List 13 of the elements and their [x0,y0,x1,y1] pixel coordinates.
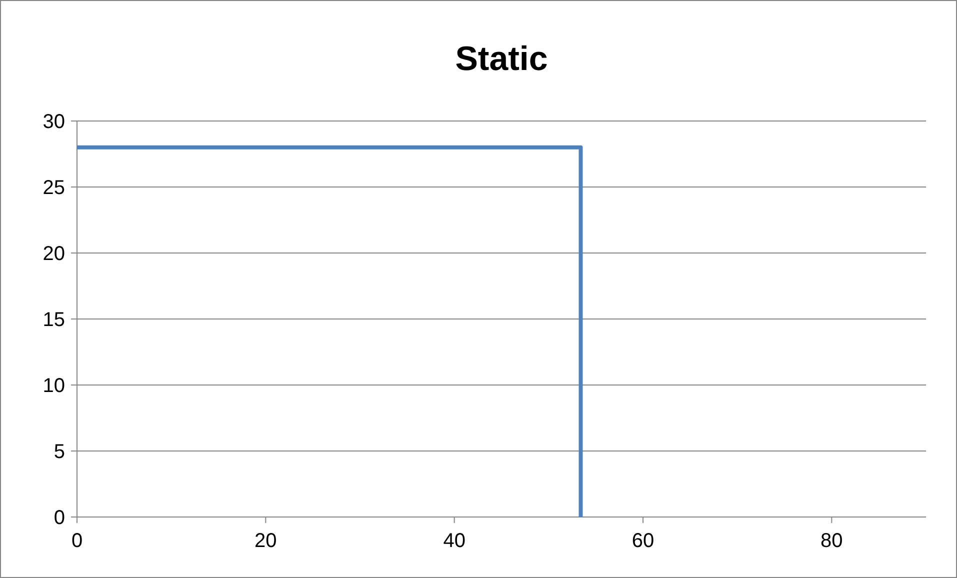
y-tick-label: 25 [42,177,65,199]
y-tick-label: 30 [42,111,65,133]
y-tick-label: 20 [42,243,65,265]
y-tick-label: 15 [42,309,65,331]
x-tick-label: 0 [71,530,83,552]
x-tick-label: 80 [820,530,843,552]
x-tick-label: 40 [443,530,466,552]
y-tick-label: 0 [54,507,65,529]
x-tick-label: 60 [632,530,654,552]
y-tick-label: 10 [42,375,65,397]
y-tick-label: 5 [54,441,65,463]
chart-title: Static [455,40,548,78]
x-tick-label: 20 [254,530,277,552]
